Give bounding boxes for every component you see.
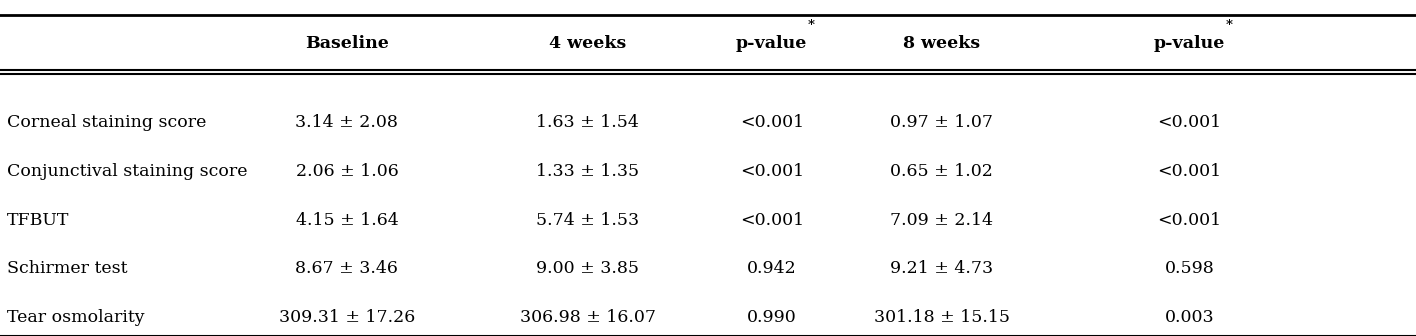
Text: 8 weeks: 8 weeks xyxy=(903,35,980,52)
Text: TFBUT: TFBUT xyxy=(7,212,69,228)
Text: 5.74 ± 1.53: 5.74 ± 1.53 xyxy=(537,212,639,228)
Text: Baseline: Baseline xyxy=(304,35,389,52)
Text: 9.21 ± 4.73: 9.21 ± 4.73 xyxy=(891,260,993,277)
Text: 0.990: 0.990 xyxy=(746,309,797,326)
Text: <0.001: <0.001 xyxy=(1157,212,1222,228)
Text: 4 weeks: 4 weeks xyxy=(549,35,626,52)
Text: 301.18 ± 15.15: 301.18 ± 15.15 xyxy=(874,309,1010,326)
Text: <0.001: <0.001 xyxy=(1157,114,1222,131)
Text: <0.001: <0.001 xyxy=(739,163,804,180)
Text: 8.67 ± 3.46: 8.67 ± 3.46 xyxy=(296,260,398,277)
Text: p-value: p-value xyxy=(1154,35,1225,52)
Text: *: * xyxy=(1226,19,1232,32)
Text: 2.06 ± 1.06: 2.06 ± 1.06 xyxy=(296,163,398,180)
Text: *: * xyxy=(809,19,814,32)
Text: 0.003: 0.003 xyxy=(1164,309,1215,326)
Text: 1.33 ± 1.35: 1.33 ± 1.35 xyxy=(537,163,639,180)
Text: 4.15 ± 1.64: 4.15 ± 1.64 xyxy=(296,212,398,228)
Text: <0.001: <0.001 xyxy=(739,212,804,228)
Text: Conjunctival staining score: Conjunctival staining score xyxy=(7,163,248,180)
Text: Corneal staining score: Corneal staining score xyxy=(7,114,207,131)
Text: Schirmer test: Schirmer test xyxy=(7,260,127,277)
Text: 306.98 ± 16.07: 306.98 ± 16.07 xyxy=(520,309,656,326)
Text: <0.001: <0.001 xyxy=(739,114,804,131)
Text: 0.97 ± 1.07: 0.97 ± 1.07 xyxy=(891,114,993,131)
Text: 0.598: 0.598 xyxy=(1164,260,1215,277)
Text: 7.09 ± 2.14: 7.09 ± 2.14 xyxy=(891,212,993,228)
Text: 0.942: 0.942 xyxy=(746,260,797,277)
Text: Tear osmolarity: Tear osmolarity xyxy=(7,309,144,326)
Text: 309.31 ± 17.26: 309.31 ± 17.26 xyxy=(279,309,415,326)
Text: 9.00 ± 3.85: 9.00 ± 3.85 xyxy=(537,260,639,277)
Text: <0.001: <0.001 xyxy=(1157,163,1222,180)
Text: 0.65 ± 1.02: 0.65 ± 1.02 xyxy=(891,163,993,180)
Text: 3.14 ± 2.08: 3.14 ± 2.08 xyxy=(296,114,398,131)
Text: 1.63 ± 1.54: 1.63 ± 1.54 xyxy=(537,114,639,131)
Text: p-value: p-value xyxy=(736,35,807,52)
